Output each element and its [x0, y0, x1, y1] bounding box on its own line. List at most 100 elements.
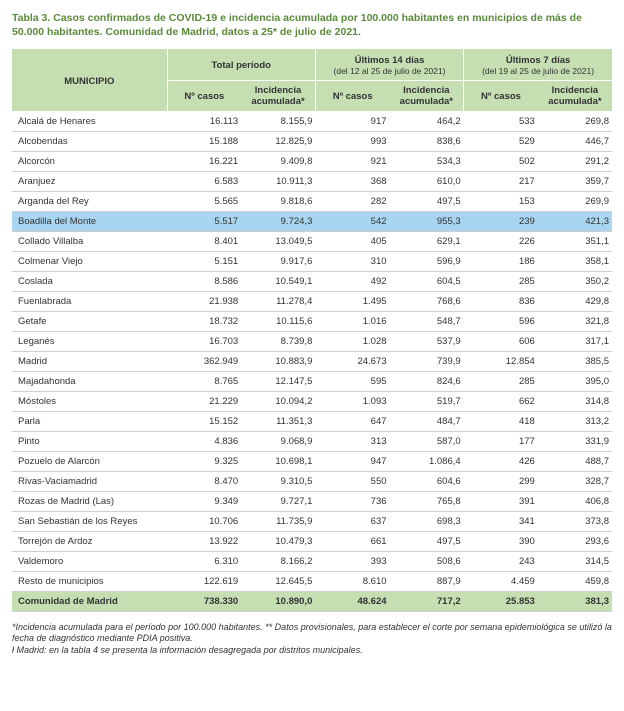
cell-inc-14: 887,9 — [390, 571, 464, 591]
table-row: Parla15.15211.351,3647484,7418313,2 — [12, 411, 612, 431]
cell-municipio: Majadahonda — [12, 371, 167, 391]
header-group-14: Últimos 14 días (del 12 al 25 de julio d… — [315, 49, 463, 81]
table-row: Majadahonda8.76512.147,5595824,6285395,0 — [12, 371, 612, 391]
cell-inc-7: 395,0 — [538, 371, 612, 391]
cell-inc-7: 317,1 — [538, 331, 612, 351]
cell-casos-14: 637 — [315, 511, 389, 531]
cell-inc-total: 9.068,9 — [241, 431, 315, 451]
cell-casos-7: 341 — [464, 511, 538, 531]
cell-casos-7: 533 — [464, 111, 538, 131]
cell-inc-7: 351,1 — [538, 231, 612, 251]
cell-inc-7: 488,7 — [538, 451, 612, 471]
cell-inc-7: 314,5 — [538, 551, 612, 571]
cell-casos-14: 492 — [315, 271, 389, 291]
cell-casos-total: 4.836 — [167, 431, 241, 451]
table-row: Boadilla del Monte5.5179.724,3542955,323… — [12, 211, 612, 231]
table-body: Alcalá de Henares16.1138.155,9917464,253… — [12, 111, 612, 611]
table-row: Rozas de Madrid (Las)9.3499.727,1736765,… — [12, 491, 612, 511]
cell-inc-7: 373,8 — [538, 511, 612, 531]
table-row: Torrejón de Ardoz13.92210.479,3661497,53… — [12, 531, 612, 551]
cell-inc-14: 604,6 — [390, 471, 464, 491]
footnote-2: ƚ Madrid: en la tabla 4 se presenta la i… — [12, 645, 612, 657]
cell-casos-14: 661 — [315, 531, 389, 551]
cell-casos-total: 8.401 — [167, 231, 241, 251]
cell-casos-14: 282 — [315, 191, 389, 211]
cell-inc-14: 629,1 — [390, 231, 464, 251]
cell-casos-total: 8.765 — [167, 371, 241, 391]
cell-casos-7: 426 — [464, 451, 538, 471]
cell-municipio: Alcorcón — [12, 151, 167, 171]
cell-casos-14: 947 — [315, 451, 389, 471]
cell-inc-14: 698,3 — [390, 511, 464, 531]
cell-casos-total: 362.949 — [167, 351, 241, 371]
header-group-7: Últimos 7 días (del 19 al 25 de julio de… — [464, 49, 612, 81]
cell-inc-total: 12.645,5 — [241, 571, 315, 591]
table-row: Rivas-Vaciamadrid8.4709.310,5550604,6299… — [12, 471, 612, 491]
cell-casos-total: 16.113 — [167, 111, 241, 131]
cell-municipio: Coslada — [12, 271, 167, 291]
header-inc-7: Incidencia acumulada* — [538, 81, 612, 112]
cell-inc-total: 11.735,9 — [241, 511, 315, 531]
cell-casos-7: 390 — [464, 531, 538, 551]
cell-casos-total: 15.152 — [167, 411, 241, 431]
cell-inc-7: 358,1 — [538, 251, 612, 271]
cell-inc-14: 955,3 — [390, 211, 464, 231]
cell-municipio: Arganda del Rey — [12, 191, 167, 211]
cell-inc-total: 8.166,2 — [241, 551, 315, 571]
header-casos-7: Nº casos — [464, 81, 538, 112]
cell-casos-7: 836 — [464, 291, 538, 311]
footnote-1: *Incidencia acumulada para el período po… — [12, 622, 612, 645]
cell-casos-7: 226 — [464, 231, 538, 251]
table-header: MUNICIPIO Total período Últimos 14 días … — [12, 49, 612, 111]
table-row: Fuenlabrada21.93811.278,41.495768,683642… — [12, 291, 612, 311]
cell-inc-14: 768,6 — [390, 291, 464, 311]
cell-casos-7: 529 — [464, 131, 538, 151]
cell-casos-14: 24.673 — [315, 351, 389, 371]
cell-casos-7: 391 — [464, 491, 538, 511]
cell-inc-14: 497,5 — [390, 531, 464, 551]
cell-inc-total: 8.739,8 — [241, 331, 315, 351]
header-casos-total: Nº casos — [167, 81, 241, 112]
table-row: Coslada8.58610.549,1492604,5285350,2 — [12, 271, 612, 291]
cell-casos-14: 542 — [315, 211, 389, 231]
cell-total-inc-total: 10.890,0 — [241, 591, 315, 611]
cell-municipio: Parla — [12, 411, 167, 431]
cell-casos-14: 393 — [315, 551, 389, 571]
covid-table: MUNICIPIO Total período Últimos 14 días … — [12, 49, 612, 612]
cell-inc-total: 10.911,3 — [241, 171, 315, 191]
table-row: Alcalá de Henares16.1138.155,9917464,253… — [12, 111, 612, 131]
header-group-7-label: Últimos 7 días — [506, 55, 570, 66]
cell-inc-total: 9.727,1 — [241, 491, 315, 511]
cell-inc-14: 484,7 — [390, 411, 464, 431]
table-row: Pinto4.8369.068,9313587,0177331,9 — [12, 431, 612, 451]
cell-inc-total: 11.351,3 — [241, 411, 315, 431]
cell-municipio: Collado Villalba — [12, 231, 167, 251]
cell-inc-7: 359,7 — [538, 171, 612, 191]
cell-inc-total: 9.409,8 — [241, 151, 315, 171]
cell-inc-7: 421,3 — [538, 211, 612, 231]
cell-inc-14: 739,9 — [390, 351, 464, 371]
cell-inc-total: 12.147,5 — [241, 371, 315, 391]
cell-municipio: Boadilla del Monte — [12, 211, 167, 231]
cell-inc-7: 293,6 — [538, 531, 612, 551]
cell-inc-7: 313,2 — [538, 411, 612, 431]
cell-casos-7: 217 — [464, 171, 538, 191]
cell-municipio: Valdemoro — [12, 551, 167, 571]
cell-casos-total: 5.151 — [167, 251, 241, 271]
cell-inc-total: 10.549,1 — [241, 271, 315, 291]
footnotes: *Incidencia acumulada para el período po… — [12, 622, 612, 657]
cell-inc-14: 548,7 — [390, 311, 464, 331]
cell-inc-14: 587,0 — [390, 431, 464, 451]
cell-casos-14: 736 — [315, 491, 389, 511]
cell-inc-14: 596,9 — [390, 251, 464, 271]
table-row: Valdemoro6.3108.166,2393508,6243314,5 — [12, 551, 612, 571]
cell-inc-7: 314,8 — [538, 391, 612, 411]
table-row: San Sebastián de los Reyes10.70611.735,9… — [12, 511, 612, 531]
header-inc-total: Incidencia acumulada* — [241, 81, 315, 112]
cell-casos-14: 550 — [315, 471, 389, 491]
table-row: Resto de municipios122.61912.645,58.6108… — [12, 571, 612, 591]
cell-casos-total: 122.619 — [167, 571, 241, 591]
cell-inc-total: 10.115,6 — [241, 311, 315, 331]
cell-inc-14: 508,6 — [390, 551, 464, 571]
table-row: Arganda del Rey5.5659.818,6282497,515326… — [12, 191, 612, 211]
